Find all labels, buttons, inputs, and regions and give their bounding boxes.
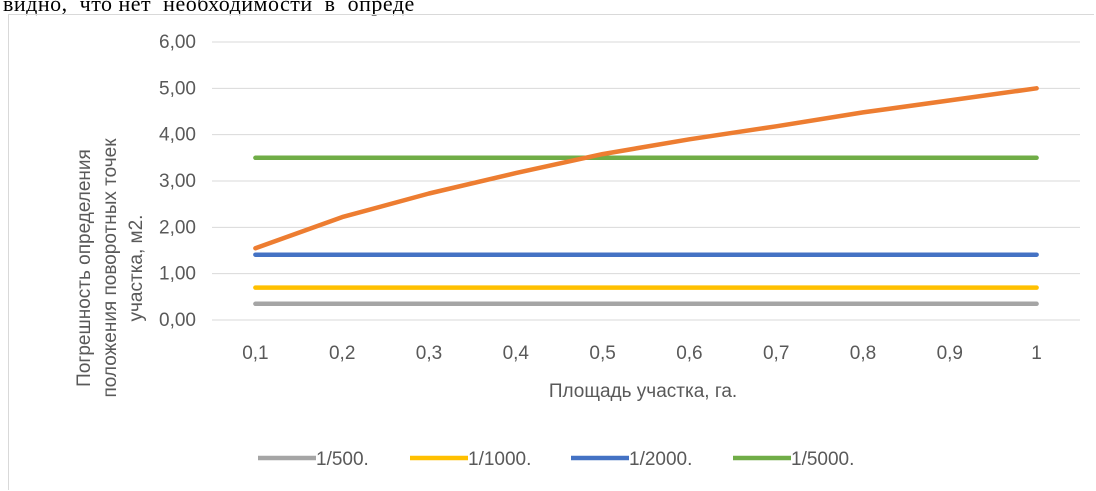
x-tick-label: 0,3: [416, 343, 442, 364]
x-axis-ticks: 0,1 0,2 0,3 0,4 0,5 0,6 0,7 0,8 0,9 1: [242, 343, 1042, 364]
y-axis-title: Погрешность определения положения поворот…: [74, 138, 147, 398]
y-tick-label: 2,00: [159, 217, 196, 238]
chart-frame: [8, 14, 1094, 490]
x-tick-label: 0,1: [242, 343, 268, 364]
y-axis-ticks: 0,00 1,00 2,00 3,00 4,00 5,00 6,00: [159, 32, 196, 331]
x-tick-label: 0,7: [763, 343, 789, 364]
x-axis-title: Площадь участка, га.: [549, 381, 737, 402]
x-tick-label: 0,4: [503, 343, 530, 364]
legend-label: 1/2000.: [629, 449, 692, 470]
legend: 1/500. 1/1000. 1/2000. 1/5000.: [258, 449, 854, 470]
y-axis-title-line: Погрешность определения: [74, 149, 95, 387]
y-tick-label: 6,00: [159, 32, 196, 53]
x-tick-label: 0,8: [850, 343, 876, 364]
series-line-unlabeled: [253, 86, 1039, 251]
x-tick-label: 0,6: [676, 343, 702, 364]
document-text-fragment: видно, что нет необходимости в опреде: [3, 0, 415, 16]
x-tick-label: 1: [1031, 343, 1042, 364]
y-tick-label: 5,00: [159, 78, 196, 99]
y-tick-label: 1,00: [159, 264, 196, 285]
series-lines: [253, 86, 1039, 307]
gridlines: [212, 41, 1080, 321]
x-tick-label: 0,5: [589, 343, 615, 364]
legend-label: 1/500.: [316, 449, 369, 470]
y-axis-title-line: участка, м2.: [126, 215, 147, 322]
y-axis-title-line: положения поворотных точек: [100, 138, 121, 398]
y-tick-label: 3,00: [159, 171, 196, 192]
legend-label: 1/5000.: [791, 449, 854, 470]
y-tick-label: 4,00: [159, 125, 196, 146]
y-tick-label: 0,00: [159, 310, 196, 331]
legend-label: 1/1000.: [468, 449, 531, 470]
x-tick-label: 0,2: [329, 343, 355, 364]
x-tick-label: 0,9: [937, 343, 963, 364]
